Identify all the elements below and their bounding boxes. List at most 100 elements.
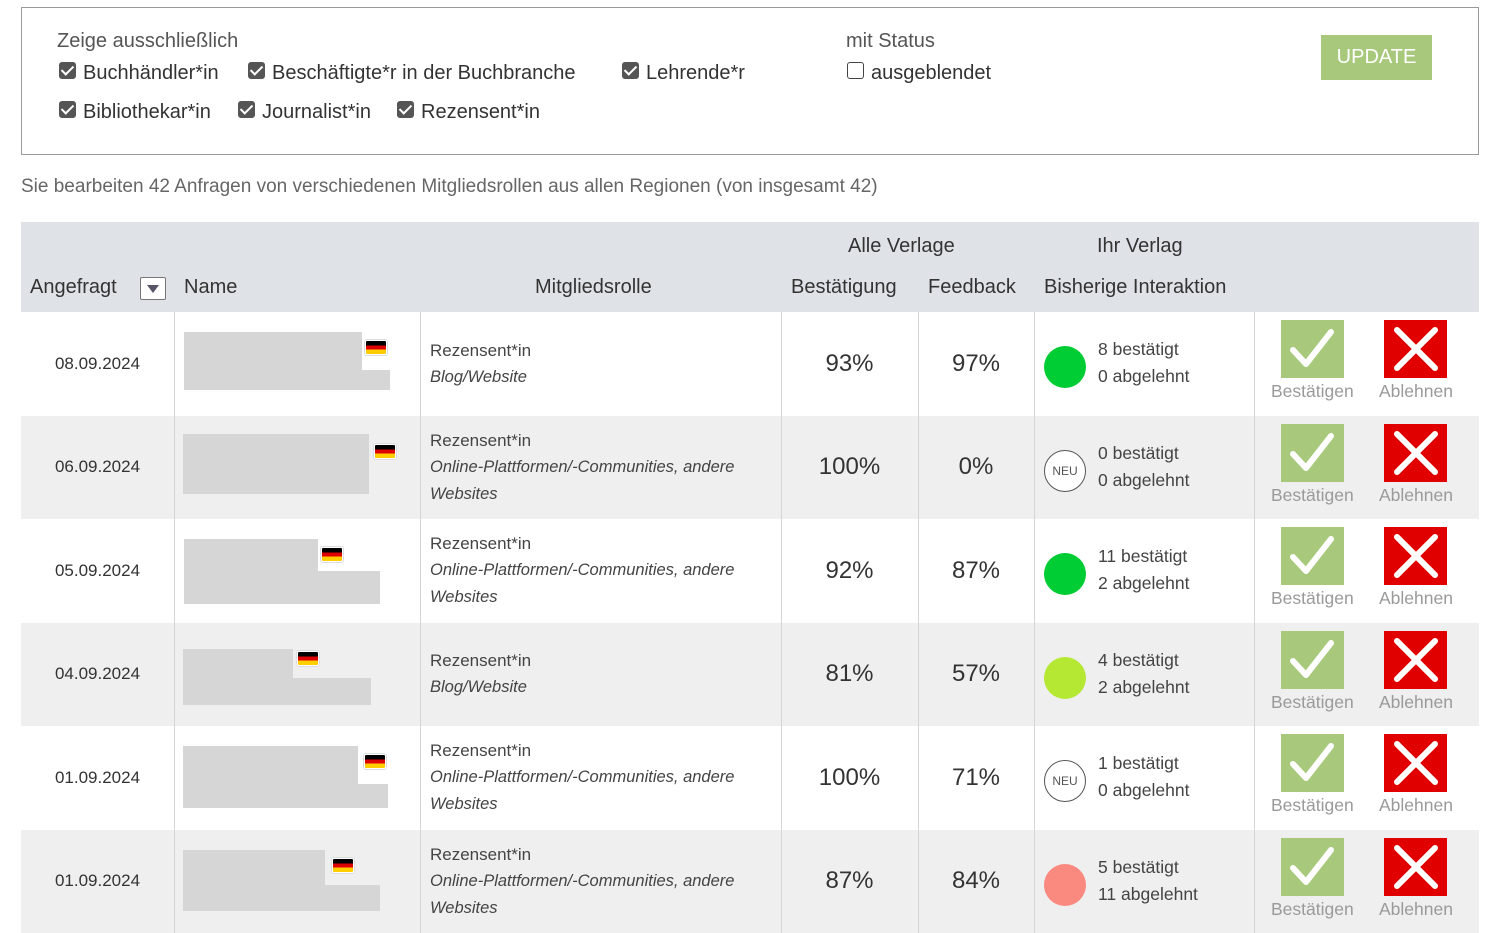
checkmark-icon[interactable] bbox=[1281, 424, 1344, 482]
update-button[interactable]: UPDATE bbox=[1321, 35, 1432, 80]
col-header-interaction[interactable]: Bisherige Interaktion bbox=[1044, 276, 1226, 299]
confirmed-count: 0 bestätigt bbox=[1098, 440, 1189, 467]
redacted-name[interactable] bbox=[184, 539, 318, 604]
status-label: mit Status bbox=[846, 30, 935, 53]
member-role: Rezensent*in Online-Plattformen/-Communi… bbox=[430, 416, 780, 520]
request-date: 06.09.2024 bbox=[21, 416, 174, 520]
confirm-button[interactable]: Bestätigen bbox=[1271, 631, 1354, 713]
table-body: 08.09.2024 Rezensent*in Blog/Website 93%… bbox=[21, 312, 1479, 933]
role-title: Rezensent*in bbox=[430, 647, 531, 674]
col-header-requested[interactable]: Angefragt bbox=[30, 276, 117, 299]
germany-flag-icon bbox=[364, 754, 386, 769]
request-date: 05.09.2024 bbox=[21, 519, 174, 623]
confirm-button[interactable]: Bestätigen bbox=[1271, 838, 1354, 920]
confirmation-rate: 87% bbox=[781, 830, 918, 933]
col-header-role[interactable]: Mitgliedsrolle bbox=[535, 276, 652, 299]
redacted-name[interactable] bbox=[362, 370, 390, 390]
role-filter-beschaeftigte[interactable]: Beschäftigte*r in der Buchbranche bbox=[248, 62, 576, 85]
redacted-name[interactable] bbox=[183, 746, 358, 808]
role-filter-buchhaendler[interactable]: Buchhändler*in bbox=[59, 62, 219, 85]
col-header-name[interactable]: Name bbox=[184, 276, 237, 299]
rejected-count: 0 abgelehnt bbox=[1098, 777, 1189, 804]
checkmark-icon[interactable] bbox=[1281, 631, 1344, 689]
confirm-button[interactable]: Bestätigen bbox=[1271, 734, 1354, 816]
requests-table: Alle Verlage Ihr Verlag Angefragt Name M… bbox=[21, 222, 1479, 933]
confirmed-count: 8 bestätigt bbox=[1098, 336, 1189, 363]
redacted-name[interactable] bbox=[183, 850, 325, 911]
checkbox-checked-icon[interactable] bbox=[59, 101, 76, 118]
role-filter-bibliothekar[interactable]: Bibliothekar*in bbox=[59, 101, 211, 124]
status-filter-hidden[interactable]: ausgeblendet bbox=[847, 62, 991, 85]
table-header: Alle Verlage Ihr Verlag Angefragt Name M… bbox=[21, 222, 1479, 312]
redacted-name[interactable] bbox=[183, 649, 293, 705]
checkbox-checked-icon[interactable] bbox=[59, 62, 76, 79]
x-icon[interactable] bbox=[1384, 838, 1447, 896]
role-filter-journalist[interactable]: Journalist*in bbox=[238, 101, 371, 124]
role-detail-cont: Websites bbox=[430, 584, 498, 611]
role-filter-label: Bibliothekar*in bbox=[83, 101, 211, 124]
confirm-button[interactable]: Bestätigen bbox=[1271, 424, 1354, 506]
reject-button[interactable]: Ablehnen bbox=[1379, 631, 1453, 713]
germany-flag-icon bbox=[365, 340, 387, 355]
role-title: Rezensent*in bbox=[430, 337, 531, 364]
role-filter-label: Rezensent*in bbox=[421, 101, 540, 124]
confirm-button[interactable]: Bestätigen bbox=[1271, 527, 1354, 609]
checkbox-checked-icon[interactable] bbox=[238, 101, 255, 118]
checkmark-icon[interactable] bbox=[1281, 527, 1344, 585]
show-only-label: Zeige ausschließlich bbox=[57, 30, 238, 53]
x-icon[interactable] bbox=[1384, 527, 1447, 585]
reject-button[interactable]: Ablehnen bbox=[1379, 838, 1453, 920]
redacted-name[interactable] bbox=[358, 784, 388, 808]
col-header-confirmation[interactable]: Bestätigung bbox=[791, 276, 897, 299]
sort-dropdown-button[interactable] bbox=[140, 277, 166, 300]
feedback-rate: 0% bbox=[918, 416, 1034, 520]
role-filter-lehrende[interactable]: Lehrende*r bbox=[622, 62, 745, 85]
redacted-name[interactable] bbox=[318, 571, 380, 604]
checkbox-checked-icon[interactable] bbox=[397, 101, 414, 118]
interaction-stats: 4 bestätigt 2 abgelehnt bbox=[1098, 647, 1189, 701]
x-icon[interactable] bbox=[1384, 734, 1447, 792]
checkbox-checked-icon[interactable] bbox=[622, 62, 639, 79]
reject-label: Ablehnen bbox=[1379, 588, 1453, 609]
member-role: Rezensent*in Online-Plattformen/-Communi… bbox=[430, 519, 780, 623]
role-title: Rezensent*in bbox=[430, 530, 531, 557]
redacted-name[interactable] bbox=[183, 434, 369, 494]
checkmark-icon[interactable] bbox=[1281, 734, 1344, 792]
role-filter-rezensent[interactable]: Rezensent*in bbox=[397, 101, 540, 124]
redacted-name[interactable] bbox=[184, 332, 362, 390]
confirm-label: Bestätigen bbox=[1271, 381, 1354, 402]
x-icon[interactable] bbox=[1384, 424, 1447, 482]
request-date: 04.09.2024 bbox=[21, 623, 174, 727]
confirmation-rate: 93% bbox=[781, 312, 918, 416]
feedback-rate: 71% bbox=[918, 726, 1034, 830]
chevron-down-icon bbox=[147, 285, 159, 293]
reject-button[interactable]: Ablehnen bbox=[1379, 424, 1453, 506]
reject-button[interactable]: Ablehnen bbox=[1379, 527, 1453, 609]
confirmed-count: 4 bestätigt bbox=[1098, 647, 1189, 674]
role-detail-cont: Websites bbox=[430, 481, 498, 508]
role-title: Rezensent*in bbox=[430, 427, 531, 454]
reject-button[interactable]: Ablehnen bbox=[1379, 320, 1453, 402]
col-header-feedback[interactable]: Feedback bbox=[928, 276, 1016, 299]
redacted-name[interactable] bbox=[325, 885, 380, 911]
status-indicator-dot bbox=[1044, 553, 1086, 595]
redacted-name[interactable] bbox=[293, 678, 371, 705]
checkbox-checked-icon[interactable] bbox=[248, 62, 265, 79]
checkmark-icon[interactable] bbox=[1281, 320, 1344, 378]
role-detail: Online-Plattformen/-Communities, andere bbox=[430, 868, 734, 895]
confirm-label: Bestätigen bbox=[1271, 899, 1354, 920]
checkmark-icon[interactable] bbox=[1281, 838, 1344, 896]
status-indicator-dot bbox=[1044, 657, 1086, 699]
reject-button[interactable]: Ablehnen bbox=[1379, 734, 1453, 816]
x-icon[interactable] bbox=[1384, 631, 1447, 689]
table-row: 01.09.2024 Rezensent*in Online-Plattform… bbox=[21, 726, 1479, 830]
checkbox-unchecked-icon[interactable] bbox=[847, 62, 864, 79]
x-icon[interactable] bbox=[1384, 320, 1447, 378]
role-detail: Online-Plattformen/-Communities, andere bbox=[430, 764, 734, 791]
confirm-button[interactable]: Bestätigen bbox=[1271, 320, 1354, 402]
confirm-label: Bestätigen bbox=[1271, 588, 1354, 609]
role-filter-label: Lehrende*r bbox=[646, 62, 745, 85]
member-role: Rezensent*in Online-Plattformen/-Communi… bbox=[430, 726, 780, 830]
role-detail-cont: Websites bbox=[430, 895, 498, 922]
reject-label: Ablehnen bbox=[1379, 795, 1453, 816]
